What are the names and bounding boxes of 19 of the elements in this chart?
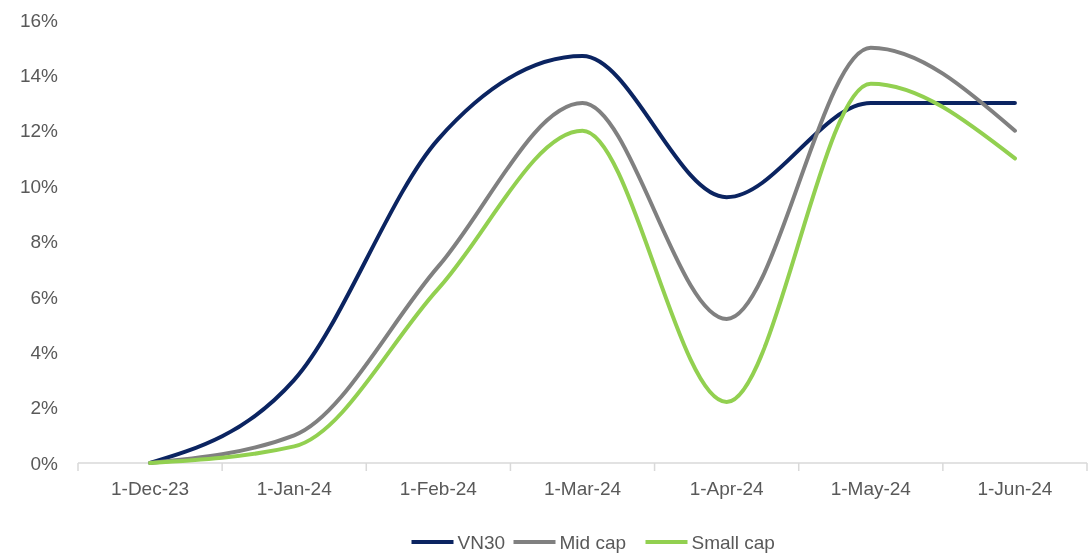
y-tick-label: 2% xyxy=(30,397,59,419)
y-tick-label: 0% xyxy=(30,452,59,474)
x-tick-label: 1-Jan-24 xyxy=(256,478,333,499)
y-tick-label: 10% xyxy=(19,175,59,197)
legend-label: VN30 xyxy=(457,531,506,553)
y-tick-label: 6% xyxy=(30,286,59,308)
y-tick-label: 8% xyxy=(30,231,59,253)
y-tick-label: 4% xyxy=(30,341,59,363)
x-tick-label: 1-Jun-24 xyxy=(977,478,1053,499)
x-tick-label: 1-Feb-24 xyxy=(399,478,478,499)
y-tick-label: 12% xyxy=(19,120,59,142)
x-tick-label: 1-Mar-24 xyxy=(543,478,622,499)
x-tick-label: 1-May-24 xyxy=(830,478,912,499)
legend-label: Small cap xyxy=(691,531,775,553)
y-tick-label: 16% xyxy=(19,9,59,31)
x-tick-label: 1-Dec-23 xyxy=(110,478,190,499)
y-tick-label: 14% xyxy=(19,65,59,87)
legend-label: Mid cap xyxy=(559,531,627,553)
x-tick-label: 1-Apr-24 xyxy=(689,478,765,499)
